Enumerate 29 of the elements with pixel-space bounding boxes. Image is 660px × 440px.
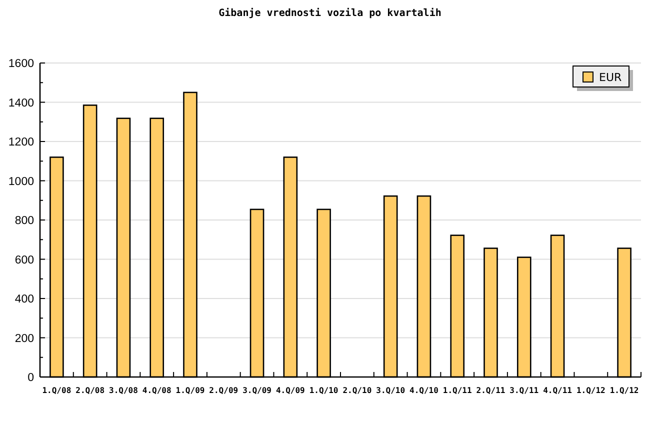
x-tick-label: 4.Q/10 <box>410 386 439 395</box>
x-tick-label: 3.Q/11 <box>510 386 539 395</box>
chart-title: Gibanje vrednosti vozila po kvartalih <box>218 7 442 19</box>
y-tick-label: 600 <box>14 254 34 266</box>
legend-label: EUR <box>599 71 622 84</box>
x-tick-label: 3.Q/09 <box>242 386 272 395</box>
x-tick-label: 1.Q/10 <box>309 386 338 395</box>
y-tick-label: 200 <box>14 332 34 345</box>
x-tick-label: 2.Q/09 <box>209 386 238 395</box>
y-tick-label: 1200 <box>8 136 34 149</box>
x-tick-label: 3.Q/08 <box>109 386 138 395</box>
y-tick-label: 1000 <box>8 176 34 188</box>
x-tick-label: 4.Q/09 <box>276 386 306 395</box>
y-tick-label: 0 <box>28 372 34 384</box>
x-tick-label: 4.Q/11 <box>543 386 572 395</box>
x-tick-label: 2.Q/11 <box>476 386 506 395</box>
x-tick-label: 2.Q/08 <box>76 386 105 395</box>
x-tick-label: 1.Q/08 <box>42 386 72 395</box>
x-tick-label: 1.Q/09 <box>176 386 205 395</box>
x-tick-label: 2.Q/10 <box>342 386 372 395</box>
x-tick-label: 1.Q/12 <box>576 386 606 395</box>
y-tick-label: 800 <box>14 215 34 228</box>
y-tick-label: 1600 <box>8 58 34 70</box>
x-tick-label: 4.Q/08 <box>142 386 172 395</box>
y-tick-label: 400 <box>14 294 34 306</box>
x-tick-label: 3.Q/10 <box>376 386 406 395</box>
x-tick-label: 1.Q/11 <box>442 386 472 395</box>
y-tick-label: 1400 <box>8 97 34 110</box>
x-tick-label: 1.Q/12 <box>610 386 639 395</box>
